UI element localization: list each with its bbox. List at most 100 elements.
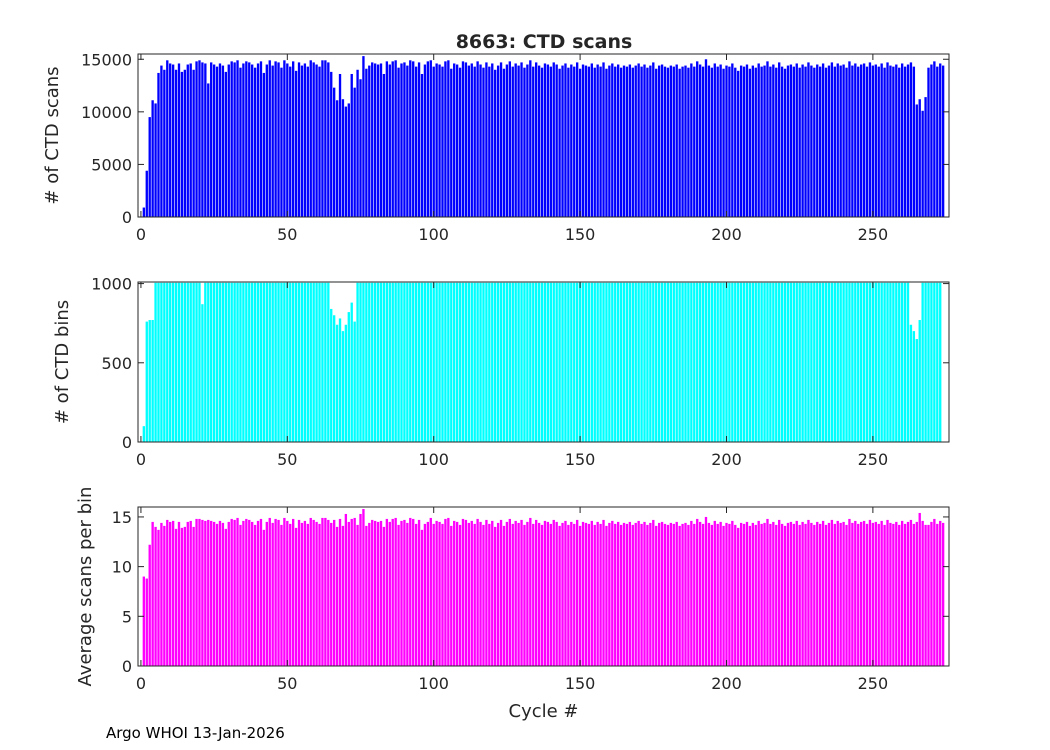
bar [836,63,839,218]
bar [611,63,614,218]
bar [508,282,511,442]
bar [930,64,933,218]
bar [807,282,810,442]
bar [142,207,146,217]
bar [605,282,608,442]
bar [520,282,523,442]
bar [602,519,605,666]
bar [804,66,807,218]
bar [725,522,728,666]
bar [619,282,623,442]
bar [467,65,471,217]
bar [839,282,842,442]
bar [224,528,227,666]
bar [663,282,667,442]
bar [939,63,942,218]
bar [312,519,315,666]
bar [248,62,251,217]
bar [690,520,693,666]
bar [713,63,716,218]
bar [851,522,854,666]
bar [786,65,790,217]
bar [529,60,532,218]
bar [564,63,567,218]
scans-panel: 0 50 100 150 200 250 0 5000 10000 15000 # of CTD s… [42,50,950,244]
bar [265,64,268,218]
bar [502,525,506,666]
bar [180,282,184,442]
bar [675,64,678,218]
bar [242,63,245,218]
bar [409,517,412,666]
bar [330,71,333,217]
bar [614,282,617,442]
bar [535,519,538,666]
bar [716,282,719,442]
bar [537,522,541,666]
bar [248,519,251,666]
bar [160,522,163,666]
bar [564,282,567,442]
bar [464,62,468,217]
bar [447,60,450,218]
bar [467,282,471,442]
bar [251,282,254,442]
bar [652,519,655,666]
bar [192,526,195,667]
bar [496,65,500,217]
bar [652,282,655,442]
bar [215,282,219,442]
bar [376,282,380,442]
bar [376,64,380,218]
bar [780,66,784,218]
bar [505,64,509,218]
bar [256,63,260,218]
y-tick-label: 0 [122,208,132,227]
bar [687,524,690,666]
bar [599,282,602,442]
bar [874,64,877,218]
bar [637,520,640,666]
bar [420,73,424,217]
bar [833,282,836,442]
bar [177,63,181,218]
bar [259,282,263,442]
bar [672,66,675,218]
bar [663,66,667,218]
bar [581,64,585,218]
bar [218,63,222,218]
bar [283,282,286,442]
bar [734,524,737,666]
bar [775,67,778,217]
bar [707,522,711,666]
bar [892,66,895,218]
bar [754,524,757,666]
bar [359,513,362,666]
y-tick-label: 5 [122,607,132,626]
bar [587,66,591,218]
x-axis-label: Cycle # [509,701,579,722]
bar [145,170,148,217]
bar [479,282,482,442]
bar [268,282,271,442]
bar [332,315,336,442]
bar [236,517,239,666]
x-tick-label: 200 [711,450,742,469]
bar [719,64,722,218]
bar [754,67,757,217]
bar [385,518,389,666]
bar [657,65,661,217]
bar [215,66,219,218]
bar [570,282,573,442]
bar [473,523,476,666]
bar [804,523,807,666]
bar [593,67,596,217]
bar [532,282,535,442]
bar [602,62,605,217]
bar [289,282,292,442]
bar [341,525,345,666]
y-tick-label: 0 [122,433,132,452]
bar [900,282,904,442]
bar [455,282,459,442]
